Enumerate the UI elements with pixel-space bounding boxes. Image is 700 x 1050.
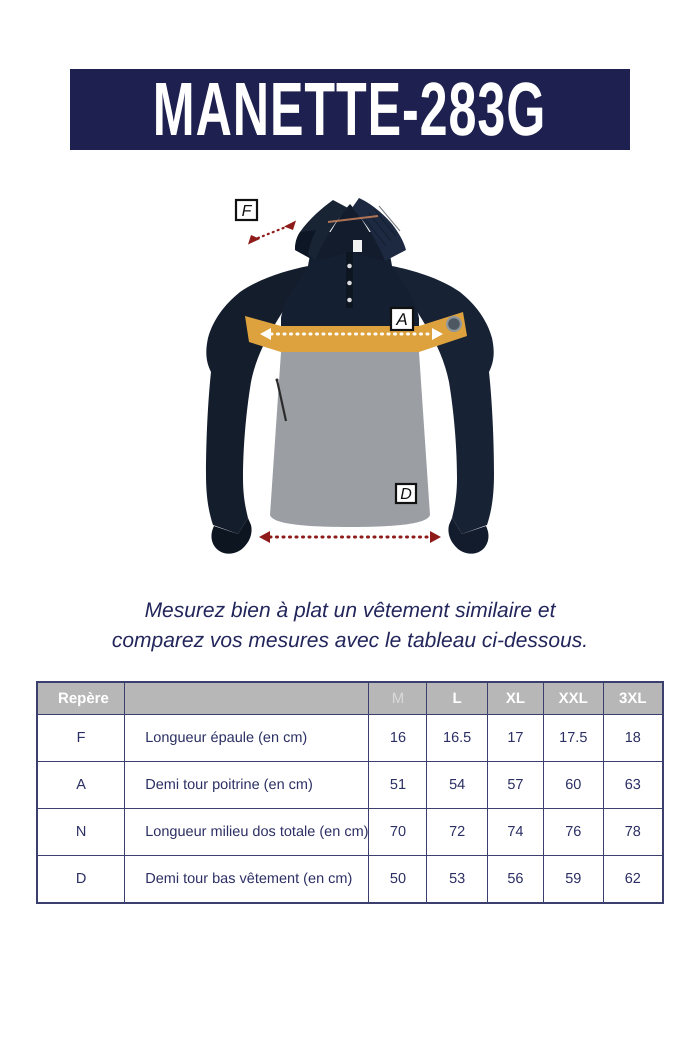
svg-text:F: F [242, 203, 253, 220]
svg-text:D: D [400, 486, 412, 503]
svg-text:A: A [395, 310, 407, 329]
